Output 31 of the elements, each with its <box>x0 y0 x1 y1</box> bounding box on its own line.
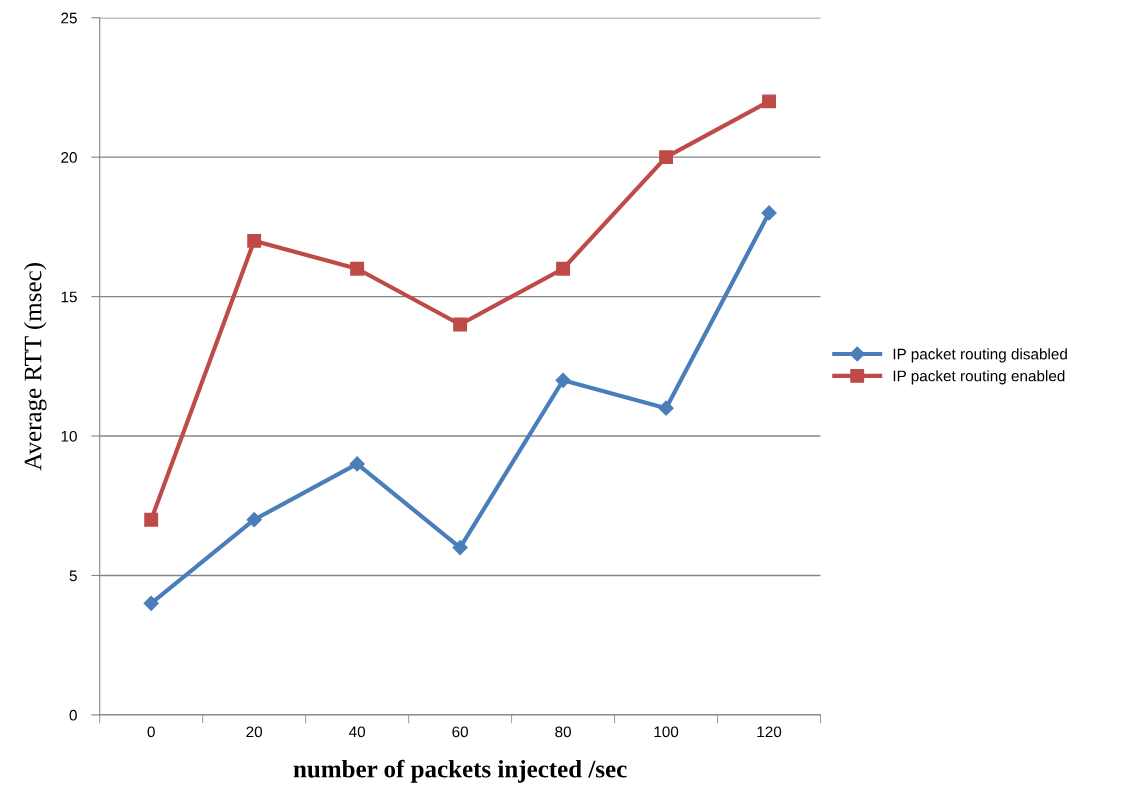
point <box>556 261 571 276</box>
point <box>144 512 159 527</box>
point <box>659 150 674 165</box>
x-tick-label: 80 <box>555 726 571 738</box>
point <box>658 400 674 416</box>
point <box>555 372 571 388</box>
x-tick-label: 120 <box>757 726 782 738</box>
x-axis-title: number of packets injected /sec <box>293 759 627 783</box>
legend-label: IP packet routing disabled <box>893 348 1067 363</box>
y-tick-label: 25 <box>61 12 77 24</box>
point <box>453 317 468 332</box>
x-tick-label: 40 <box>349 726 366 738</box>
point <box>246 512 262 528</box>
y-axis-title: Average RTT (msec) <box>23 263 47 471</box>
point <box>452 540 468 556</box>
y-tick-label: 20 <box>61 152 77 163</box>
legend-label: IP packet routing enabled <box>893 370 1065 385</box>
point <box>762 94 776 109</box>
point <box>350 261 365 276</box>
point <box>761 205 777 221</box>
x-tick-label: 60 <box>452 726 469 738</box>
x-tick-label: 0 <box>147 726 155 738</box>
y-tick-label: 10 <box>61 430 77 442</box>
y-tick-label: 0 <box>69 709 77 721</box>
y-tick-label: 15 <box>61 291 77 303</box>
x-tick-label: 100 <box>654 726 679 738</box>
x-tick-label: 20 <box>246 726 263 738</box>
point <box>247 233 262 248</box>
point <box>143 595 159 611</box>
point <box>349 456 365 472</box>
y-tick-label: 5 <box>69 570 77 582</box>
